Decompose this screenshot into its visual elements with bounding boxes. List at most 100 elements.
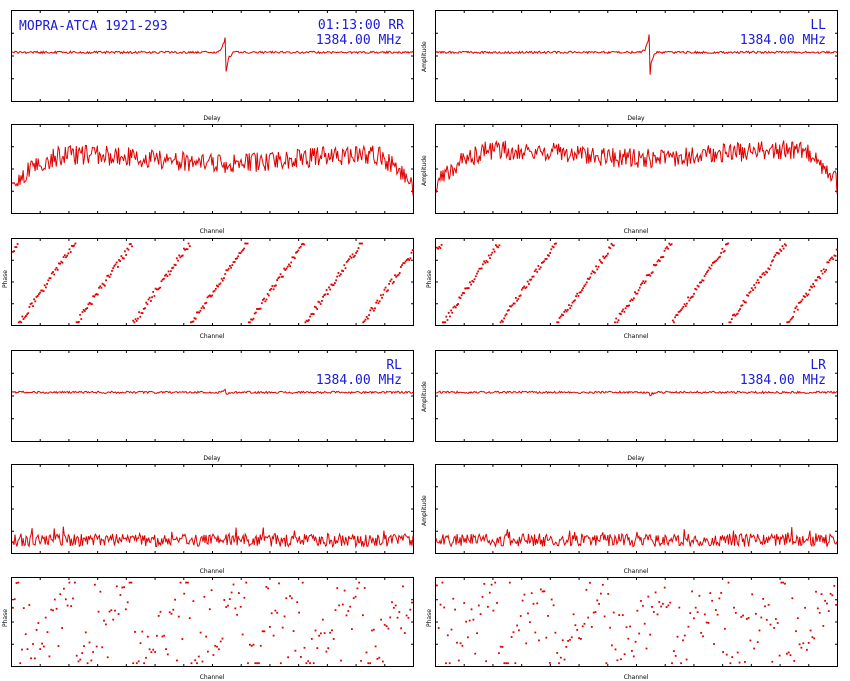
rl-phase-point bbox=[185, 581, 187, 584]
lr-phase-point bbox=[762, 598, 765, 600]
ll-phase-point bbox=[772, 259, 774, 262]
ll-phase-point bbox=[739, 308, 741, 310]
rr-phase-point bbox=[284, 269, 287, 271]
rl-phase-point bbox=[170, 612, 173, 615]
lr-phase-point bbox=[802, 642, 805, 645]
rl-phase-point bbox=[145, 656, 147, 659]
rl-phase-plot bbox=[11, 577, 414, 667]
ll-phase-point bbox=[553, 243, 556, 245]
rl-phase-point bbox=[63, 587, 65, 590]
rl-phase-point bbox=[230, 591, 233, 594]
ll-phase-point bbox=[635, 292, 638, 295]
lr-phase-point bbox=[705, 621, 708, 624]
ll-phase-point bbox=[631, 299, 634, 301]
ll-phase-point bbox=[761, 273, 764, 276]
rr-phase-point bbox=[375, 301, 378, 304]
rr-phase-point bbox=[296, 251, 298, 253]
lr-delay-xlabel: Delay bbox=[627, 455, 645, 462]
ll-phase-point bbox=[558, 317, 561, 319]
rr-phase-point bbox=[234, 258, 237, 260]
ll-phase-point bbox=[832, 258, 835, 261]
lr-phase-point bbox=[744, 661, 746, 663]
rr-phase-point bbox=[25, 315, 27, 317]
ll-phase-point bbox=[743, 301, 746, 303]
rr-phase-point bbox=[377, 302, 380, 305]
rr-phase-point bbox=[371, 307, 374, 310]
rl-phase-point bbox=[354, 595, 357, 598]
ll-phase-point bbox=[599, 260, 602, 263]
rr-phase-panel: Channel Phase bbox=[2, 238, 414, 340]
rr-phase-point bbox=[365, 316, 368, 318]
rr-phase-point bbox=[381, 296, 383, 299]
lr-amp-series-line bbox=[435, 527, 838, 548]
ll-phase-point bbox=[591, 270, 594, 273]
rr-phase-point bbox=[93, 295, 96, 298]
rr-phase-point bbox=[401, 264, 403, 266]
ll-phase-point bbox=[601, 262, 603, 264]
ll-phase-point bbox=[788, 320, 791, 323]
ll-phase-point bbox=[763, 273, 766, 276]
rl-phase-point bbox=[261, 630, 264, 633]
rl-phase-point bbox=[154, 651, 156, 653]
rl-phase-point bbox=[352, 597, 355, 600]
lr-phase-point bbox=[778, 654, 781, 657]
rl-phase-point bbox=[318, 634, 320, 637]
rr-phase-point bbox=[191, 321, 194, 323]
lr-delay-frame bbox=[435, 350, 838, 442]
ll-phase-point bbox=[452, 306, 455, 309]
rr-phase-point bbox=[62, 256, 65, 258]
rr-phase-point bbox=[347, 259, 349, 262]
rl-phase-point bbox=[270, 612, 273, 615]
rl-phase-point bbox=[345, 614, 348, 617]
ll-phase-point bbox=[800, 300, 803, 303]
ll-phase-point bbox=[571, 301, 574, 304]
rr-phase-point bbox=[382, 293, 385, 296]
rr-phase-point bbox=[40, 289, 43, 292]
lr-phase-point bbox=[587, 616, 590, 619]
rr-phase-point bbox=[364, 318, 367, 321]
rl-phase-point bbox=[218, 648, 220, 651]
rr-phase-point bbox=[29, 303, 32, 305]
ll-phase-point bbox=[703, 275, 706, 277]
ll-phase-point bbox=[766, 271, 768, 274]
rl-phase-point bbox=[75, 654, 78, 657]
rr-phase-point bbox=[125, 254, 127, 256]
rl-phase-point bbox=[199, 631, 202, 634]
rr-phase-point bbox=[131, 245, 133, 248]
lr-phase-point bbox=[660, 605, 662, 608]
rr-phase-point bbox=[134, 318, 137, 321]
rr-phase-point bbox=[206, 296, 209, 299]
rr-phase-point bbox=[145, 301, 148, 304]
rr-phase-point bbox=[55, 267, 58, 269]
lr-phase-point bbox=[494, 581, 497, 584]
rr-phase-point bbox=[230, 266, 232, 269]
ll-phase-point bbox=[828, 259, 831, 262]
rl-phase-point bbox=[143, 662, 145, 665]
ll-phase-point bbox=[563, 311, 566, 313]
ll-phase-point bbox=[802, 295, 805, 297]
lr-phase-point bbox=[658, 601, 661, 603]
ll-phase-point bbox=[603, 257, 606, 259]
rl-phase-point bbox=[17, 581, 20, 584]
ll-phase-point bbox=[687, 296, 689, 299]
lr-phase-point bbox=[747, 617, 750, 619]
rr-phase-point bbox=[392, 281, 395, 283]
rr-phase-point bbox=[174, 264, 177, 266]
rr-phase-point bbox=[316, 308, 319, 310]
rr-delay-xlabel: Delay bbox=[203, 115, 221, 122]
rr-phase-point bbox=[152, 291, 155, 293]
rl-phase-point bbox=[103, 619, 105, 622]
ll-phase-point bbox=[447, 312, 450, 314]
ll-delay-ticks bbox=[435, 10, 838, 102]
lr-phase-point bbox=[734, 612, 737, 614]
rr-phase-point bbox=[266, 293, 269, 295]
ll-phase-point bbox=[480, 267, 483, 270]
rr-phase-point bbox=[68, 248, 71, 251]
ll-phase-point bbox=[504, 314, 507, 317]
rr-phase-point bbox=[303, 243, 306, 246]
rl-phase-point bbox=[33, 657, 36, 660]
ll-phase-point bbox=[748, 291, 751, 294]
rr-phase-point bbox=[338, 274, 341, 277]
rr-phase-point bbox=[193, 317, 196, 319]
rr-phase-point bbox=[187, 242, 190, 245]
